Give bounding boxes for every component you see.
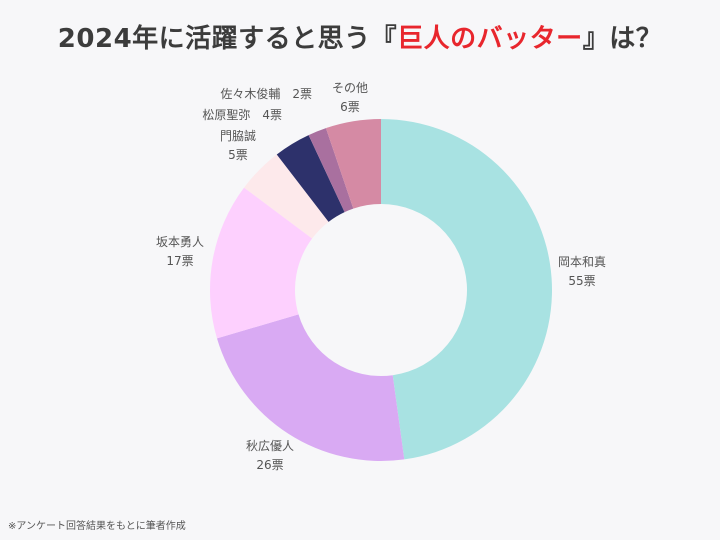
- slice-6: [308, 128, 354, 213]
- slice-label-2: 秋広優人 26票: [246, 439, 294, 472]
- title-highlight: 巨人のバッター: [397, 24, 583, 54]
- slice-label-5: 松原聖弥 4票: [202, 107, 282, 122]
- slice-label-7: その他 6票: [332, 81, 368, 114]
- slice-5: [276, 135, 345, 222]
- slice-4: [244, 154, 329, 239]
- title-suffix: 』は？: [582, 24, 663, 54]
- slice-3: [210, 187, 313, 339]
- slice-7: [325, 119, 381, 209]
- title-prefix: 2024年に活躍すると思う『: [57, 24, 398, 54]
- slice-label-1: 岡本和真 55票: [558, 255, 606, 288]
- chart-title: 2024年に活躍すると思う『巨人のバッター』は？: [0, 18, 720, 55]
- slice-label-6: 佐々木俊輔 2票: [220, 86, 312, 101]
- footnote: ※アンケート回答結果をもとに筆者作成: [8, 521, 186, 532]
- slices-group: [210, 119, 552, 461]
- slice-2: [216, 314, 405, 461]
- slice-1: [381, 119, 552, 460]
- slice-label-3: 坂本勇人 17票: [156, 235, 204, 268]
- slice-label-4: 門脇誠 5票: [220, 129, 256, 162]
